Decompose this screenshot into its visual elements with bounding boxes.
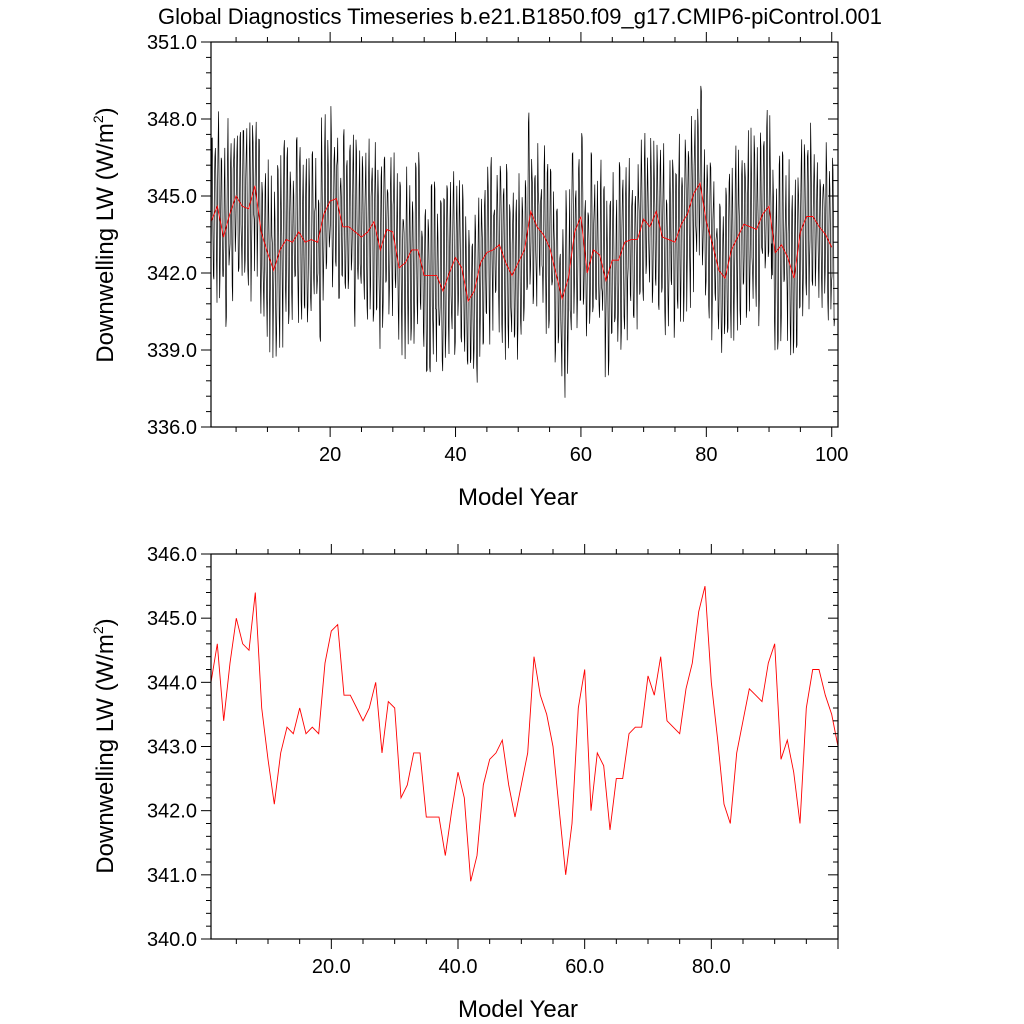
monthly-series-line [211, 85, 835, 398]
y-tick-label: 345.0 [147, 608, 197, 630]
y-tick-label: 345.0 [147, 186, 197, 208]
y-tick-label: 340.0 [147, 929, 197, 951]
x-tick-label: 80.0 [692, 956, 731, 978]
top-panel: 336.0 339.0 342.0 345.0 348.0 351.0 20 40 60 80 10… [90, 32, 848, 511]
x-tick-label: 20 [319, 444, 341, 466]
y-tick-label: 343.0 [147, 737, 197, 759]
bottom-y-label-close: ) [92, 618, 119, 626]
y-tick-label: 341.0 [147, 865, 197, 887]
y-tick-label: 339.0 [147, 340, 197, 362]
x-tick-label: 100 [815, 444, 848, 466]
top-y-label-close: ) [92, 107, 119, 115]
x-tick-label: 60 [570, 444, 592, 466]
chart-title: Global Diagnostics Timeseries b.e21.B185… [158, 4, 882, 29]
x-tick-label: 40 [444, 444, 466, 466]
y-tick-label: 348.0 [147, 109, 197, 131]
y-tick-label: 342.0 [147, 801, 197, 823]
x-tick-label: 40.0 [439, 956, 478, 978]
bottom-panel: 340.0 341.0 342.0 343.0 344.0 345.0 346.0 20.0 4… [90, 544, 839, 1023]
annual-mean-series-line [211, 585, 838, 882]
top-y-axis-label: Downwelling LW (W/m2) [90, 107, 119, 362]
bottom-x-axis-label: Model Year [458, 996, 578, 1023]
top-x-axis-label: Model Year [458, 484, 578, 511]
top-plot-frame [210, 41, 839, 428]
bottom-y-label-main: Downwelling LW (W/m [92, 634, 119, 874]
top-y-label-superscript: 2 [90, 115, 106, 123]
y-tick-label: 342.0 [147, 263, 197, 285]
y-tick-label: 346.0 [147, 544, 197, 566]
y-tick-label: 344.0 [147, 672, 197, 694]
x-tick-label: 80 [695, 444, 717, 466]
y-tick-label: 351.0 [147, 32, 197, 54]
x-tick-label: 60.0 [565, 956, 604, 978]
x-tick-label: 20.0 [312, 956, 351, 978]
annual-mean-series-line [211, 181, 833, 303]
bottom-y-label-superscript: 2 [90, 626, 106, 634]
bottom-plot-frame [210, 553, 839, 940]
bottom-y-axis-label: Downwelling LW (W/m2) [90, 618, 119, 873]
y-tick-label: 336.0 [147, 417, 197, 439]
top-y-label-main: Downwelling LW (W/m [92, 123, 119, 363]
